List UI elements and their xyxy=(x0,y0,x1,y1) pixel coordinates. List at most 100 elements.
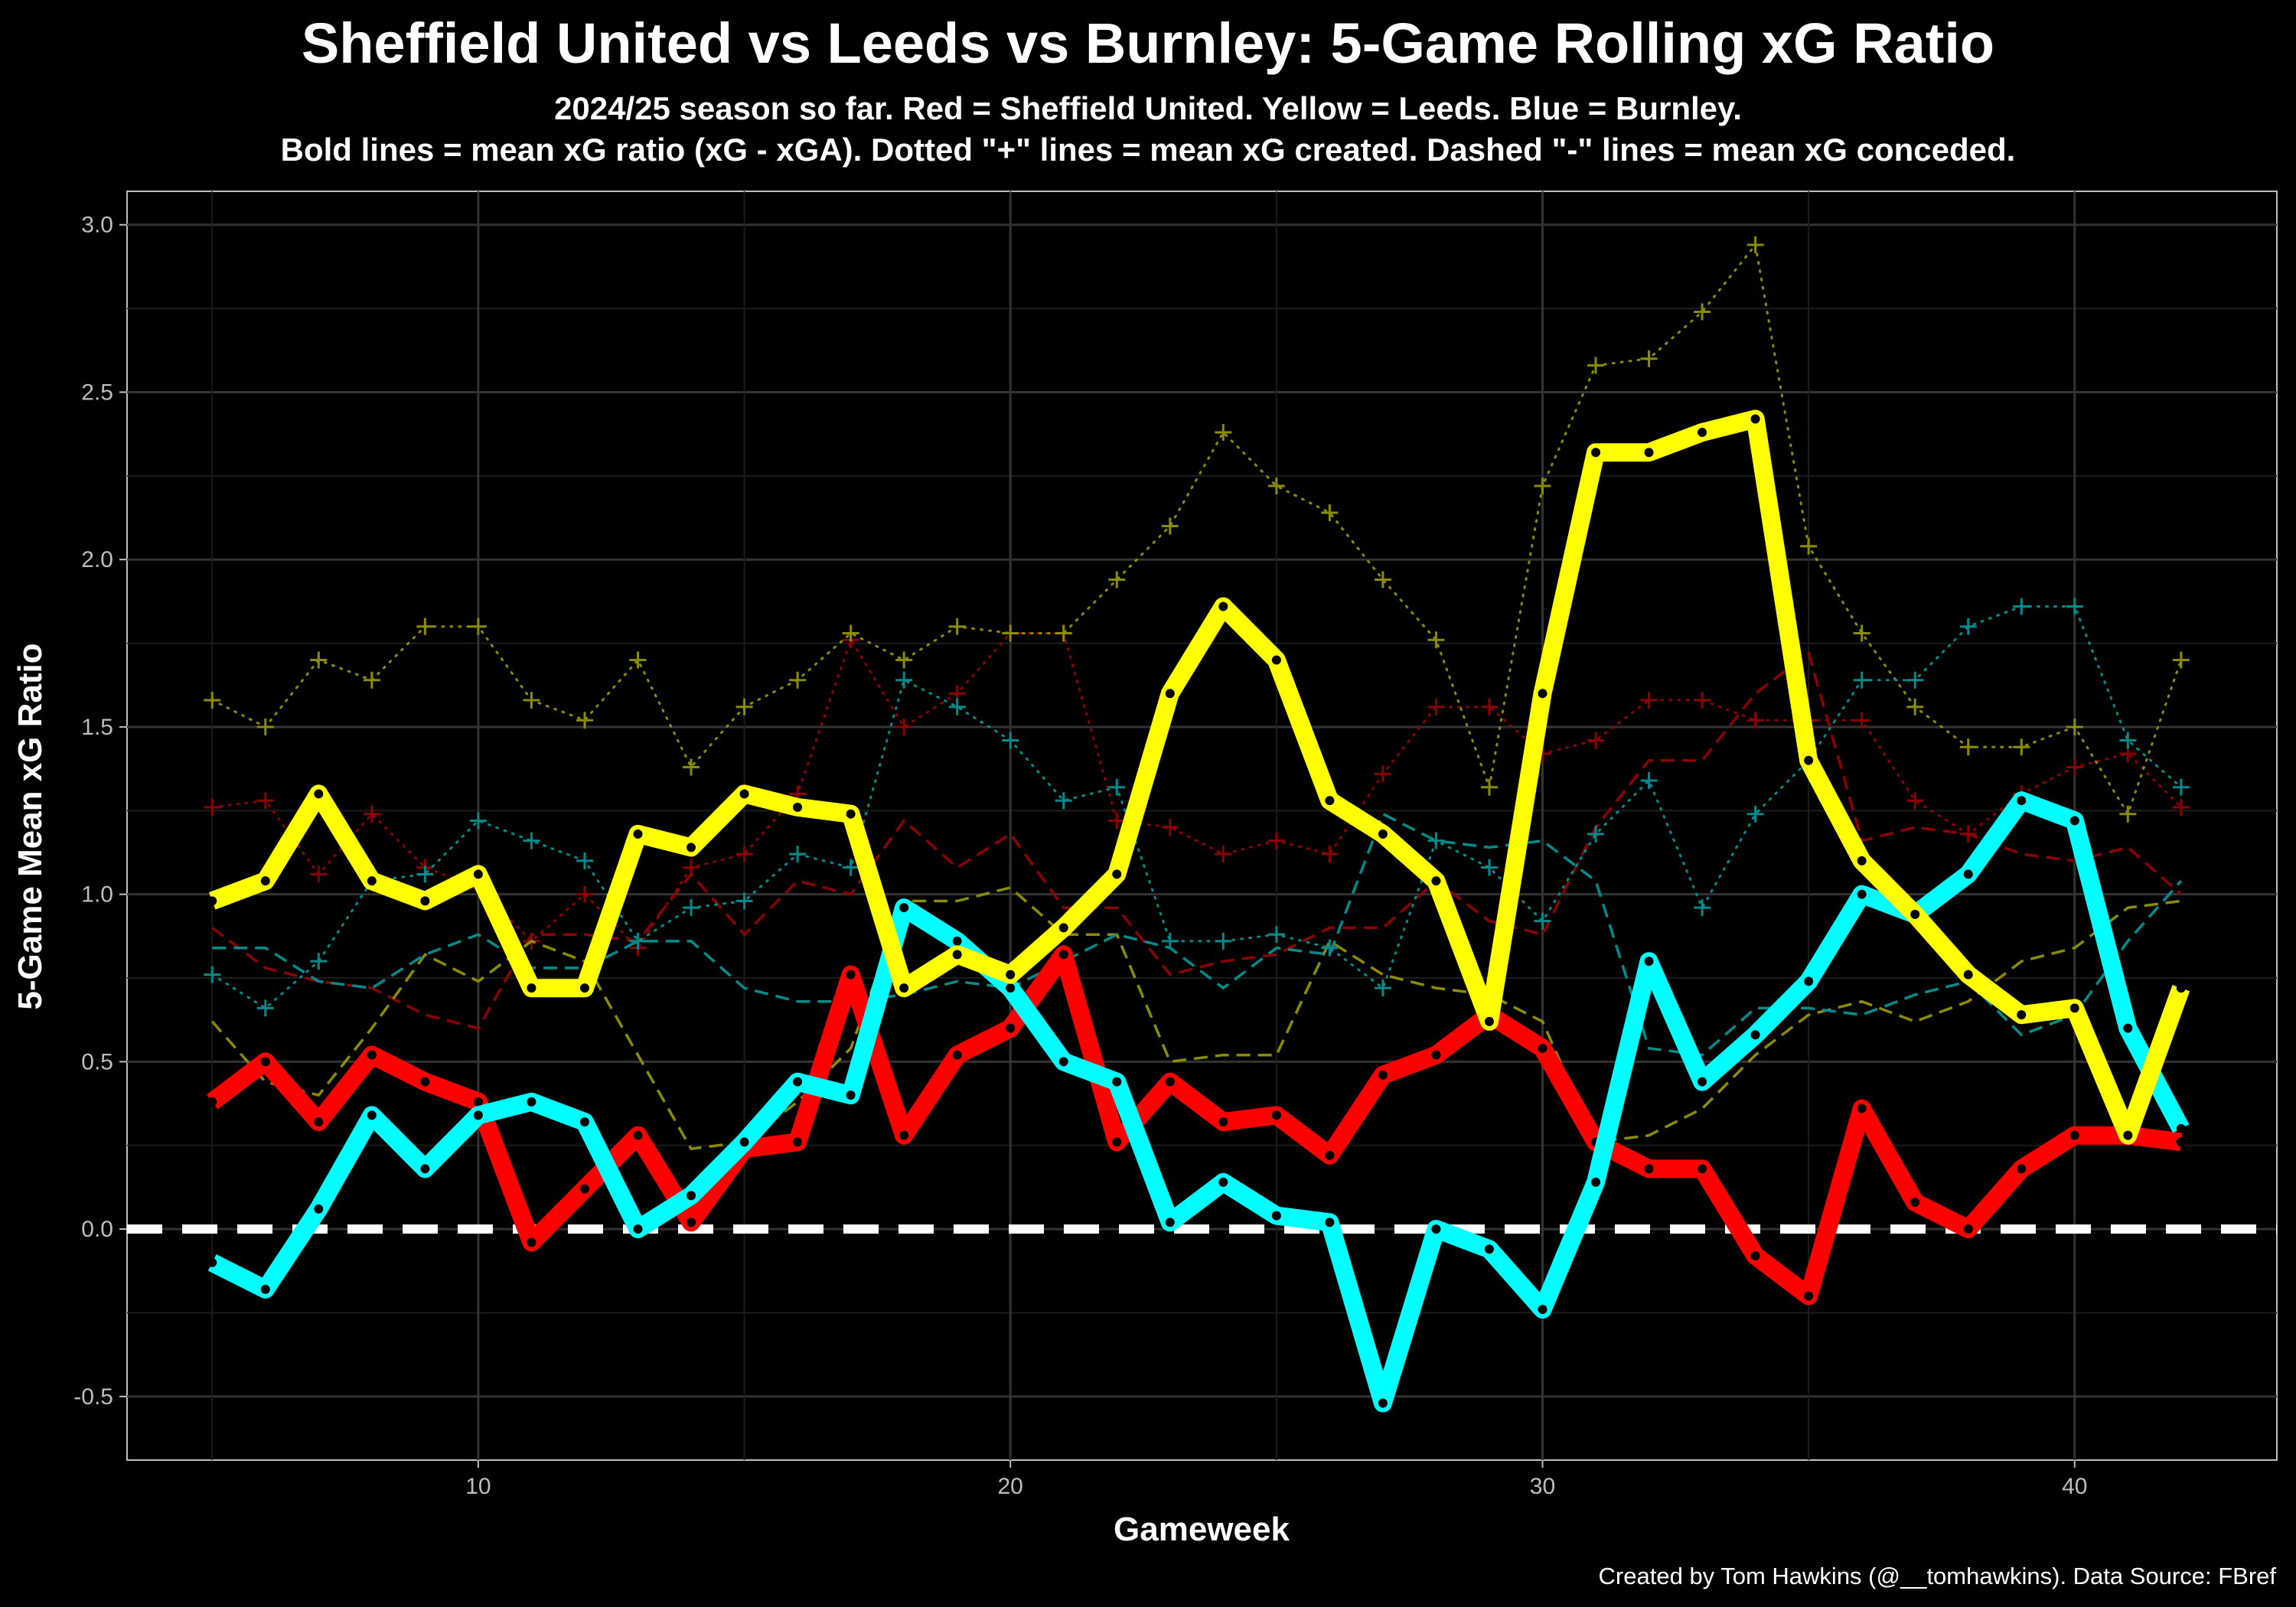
xg-created-marker xyxy=(2013,738,2030,756)
chart-subtitle-line2: Bold lines = mean xG ratio (xG - xGA). D… xyxy=(280,132,2016,168)
xg-created-marker xyxy=(1108,571,1126,588)
xg-ratio-point xyxy=(527,1097,536,1107)
xg-created-line-1 xyxy=(210,242,2183,817)
xg-ratio-point xyxy=(1644,448,1654,458)
series-layer xyxy=(127,236,2277,1413)
axis-ticks: -0.5 0.0 0.5 1.0 1.5 2.0 2.5 3.0 10 20 30 40 xyxy=(73,213,2087,1499)
xg-created-marker xyxy=(204,966,221,983)
xg-ratio-point xyxy=(687,1191,696,1201)
xg-created-marker xyxy=(576,712,593,729)
xg-ratio-point xyxy=(260,1057,270,1067)
xg-created-marker xyxy=(1267,832,1285,849)
xg-conceded-line-0 xyxy=(211,650,2182,1030)
xg-created-marker xyxy=(1161,819,1179,836)
xg-ratio-point xyxy=(1591,1177,1601,1187)
xg-created-marker xyxy=(256,999,274,1017)
xg-created-marker xyxy=(1906,792,1924,810)
xg-ratio-point xyxy=(899,1130,909,1140)
xg-created-marker xyxy=(1959,738,1977,756)
chart-subtitle-line1: 2024/25 season so far. Red = Sheffield U… xyxy=(554,90,1742,126)
xg-created-marker xyxy=(1108,812,1126,830)
xg-ratio-point xyxy=(2017,1164,2027,1174)
xg-created-marker xyxy=(1587,357,1605,374)
xg-created-marker xyxy=(1694,899,1711,917)
xg-ratio-point xyxy=(899,983,909,993)
xg-created-marker xyxy=(1427,832,1445,849)
xg-ratio-point xyxy=(633,1130,643,1140)
xg-ratio-point xyxy=(314,1204,324,1214)
xg-created-marker xyxy=(683,758,700,776)
xg-created-marker xyxy=(895,651,913,669)
xg-ratio-point xyxy=(1804,755,1814,765)
xg-ratio-point xyxy=(952,936,962,946)
xg-ratio-point xyxy=(1165,1077,1175,1087)
xg-ratio-point xyxy=(2017,796,2027,806)
xg-ratio-point xyxy=(1165,689,1175,699)
xg-ratio-point xyxy=(1058,950,1068,960)
y-tick-label: 0.5 xyxy=(81,1049,113,1074)
xg-ratio-point xyxy=(2176,1123,2186,1133)
xg-ratio-point xyxy=(1857,856,1867,865)
xg-ratio-point xyxy=(367,1110,377,1120)
xg-created-marker xyxy=(1002,732,1019,749)
xg-ratio-point xyxy=(1431,1224,1441,1234)
xg-created-marker xyxy=(1694,303,1711,321)
xg-created-marker xyxy=(1853,624,1870,642)
xg-ratio-point xyxy=(1484,1244,1494,1254)
xg-ratio-point xyxy=(527,1237,536,1247)
xg-ratio-line-2 xyxy=(207,791,2190,1413)
xg-created-marker xyxy=(1480,698,1498,715)
xg-created-marker xyxy=(1640,691,1658,709)
xg-ratio-line-0 xyxy=(206,945,2183,1305)
xg-created-marker xyxy=(1161,517,1179,535)
xg-created-marker xyxy=(842,624,859,642)
xg-created-marker xyxy=(310,865,328,883)
xg-ratio-point xyxy=(793,1077,803,1087)
xg-ratio-point xyxy=(367,1050,377,1060)
xg-ratio-point xyxy=(527,983,536,993)
xg-ratio-point xyxy=(1218,601,1228,611)
xg-ratio-point xyxy=(1112,869,1122,879)
xg-created-marker xyxy=(948,698,966,715)
xg-ratio-point xyxy=(1698,1164,1707,1174)
xg-created-marker xyxy=(204,798,221,816)
xg-ratio-point xyxy=(1750,1030,1760,1040)
xg-created-marker xyxy=(1853,671,1870,689)
xg-ratio-point xyxy=(952,1050,962,1060)
xg-created-marker xyxy=(2066,598,2083,615)
xg-ratio-point xyxy=(1963,970,1973,980)
xg-ratio-point xyxy=(1538,689,1548,699)
xg-ratio-point xyxy=(1591,448,1601,458)
xg-created-marker xyxy=(1480,859,1498,876)
xg-ratio-point xyxy=(1484,1016,1494,1026)
xg-ratio-point xyxy=(739,1137,749,1147)
xg-ratio-point xyxy=(1698,427,1707,437)
y-tick-label: 2.5 xyxy=(81,380,113,405)
xg-ratio-point xyxy=(1271,655,1281,665)
xg-created-marker xyxy=(1427,698,1445,715)
xg-ratio-point xyxy=(1857,1103,1867,1113)
xg-created-line-2 xyxy=(210,605,2183,1010)
xg-created-marker xyxy=(629,932,647,950)
xg-created-marker xyxy=(1746,712,1764,729)
xg-ratio-point xyxy=(1271,1211,1281,1221)
xg-ratio-point xyxy=(2176,983,2186,993)
xg-ratio-point xyxy=(1750,414,1760,424)
xg-ratio-point xyxy=(1165,1217,1175,1227)
xg-created-marker xyxy=(1321,504,1339,521)
x-tick-label: 10 xyxy=(465,1474,491,1499)
xg-created-marker xyxy=(2013,598,2030,615)
xg-created-marker xyxy=(2172,651,2190,669)
xg-created-marker xyxy=(1959,618,1977,635)
xg-ratio-point xyxy=(260,876,270,886)
xg-ratio-point xyxy=(207,896,217,906)
xg-ratio-point xyxy=(1910,909,1920,919)
xg-created-marker xyxy=(1321,846,1339,863)
xg-created-marker xyxy=(735,698,753,715)
xg-created-marker xyxy=(948,618,966,635)
xg-created-marker xyxy=(1906,671,1924,689)
xg-created-marker xyxy=(1215,846,1232,863)
y-tick-label: -0.5 xyxy=(73,1384,113,1410)
x-tick-label: 40 xyxy=(2062,1474,2087,1499)
